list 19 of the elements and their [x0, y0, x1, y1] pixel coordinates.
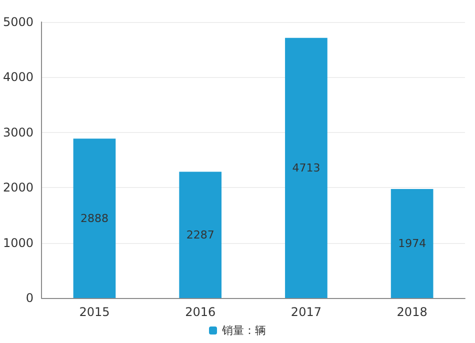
data-label: 1974	[398, 237, 426, 250]
bar	[73, 138, 116, 298]
y-tick-label: 2000	[2, 180, 34, 195]
data-label: 2287	[186, 228, 214, 242]
x-tick-label: 2018	[396, 305, 428, 319]
y-tick-label: 3000	[2, 125, 34, 140]
x-tick-label: 2015	[79, 305, 110, 319]
data-label: 4713	[292, 161, 320, 174]
y-tick-label: 0	[26, 291, 34, 305]
x-tick-label: 2017	[290, 305, 322, 319]
bar	[179, 172, 222, 298]
y-tick-label: 5000	[2, 15, 34, 29]
bar	[285, 38, 328, 298]
x-tick-label: 2016	[185, 305, 216, 319]
data-label: 2888	[80, 212, 108, 225]
y-tick-label: 4000	[2, 70, 34, 84]
bar	[390, 189, 434, 298]
legend-label: 销量：辆	[221, 324, 266, 337]
y-tick-label: 1000	[2, 236, 34, 250]
